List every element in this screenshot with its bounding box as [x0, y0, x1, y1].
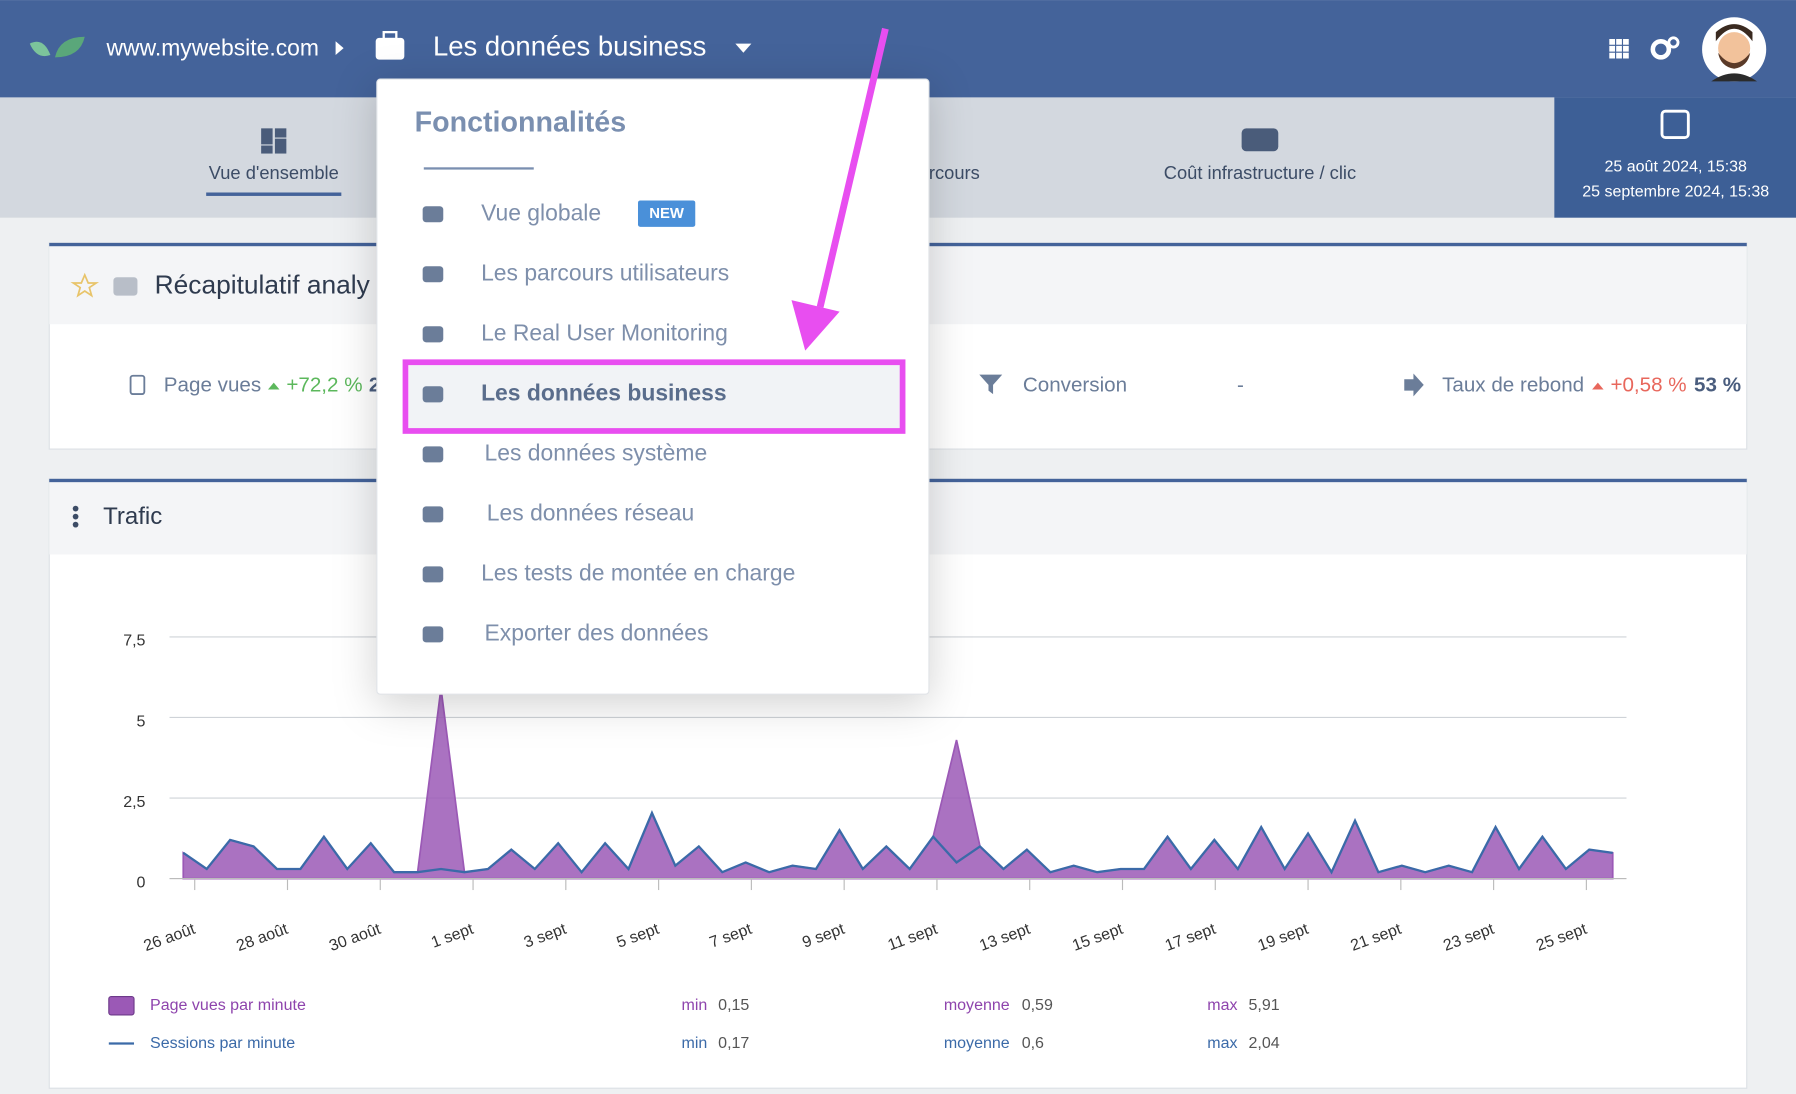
card-menu-icon[interactable] — [72, 505, 79, 528]
menu-icon — [422, 446, 444, 463]
tab[interactable]: rcours — [929, 162, 980, 183]
funnel-icon — [979, 374, 1003, 395]
favorite-star[interactable] — [70, 272, 100, 298]
metric-label: Page vues — [164, 374, 261, 397]
menu-icon — [422, 506, 444, 523]
avatar-face — [1718, 32, 1751, 65]
stat-label: moyenne — [944, 996, 1010, 1014]
menu-icon — [422, 626, 444, 643]
briefcase-icon — [382, 30, 398, 41]
metric-change: +0,58 % — [1610, 374, 1686, 397]
tab[interactable]: Vue d'ensemble — [209, 162, 339, 183]
page-icon — [129, 374, 146, 396]
avatar-shirt — [1711, 73, 1758, 82]
y-tick-label: 0 — [137, 873, 146, 891]
logo — [29, 41, 51, 57]
metric-label: Conversion — [1023, 374, 1127, 397]
stat-label: min — [682, 996, 708, 1014]
metric-value: 2 — [369, 374, 380, 397]
date-picker[interactable] — [1554, 97, 1796, 218]
y-tick-label: 2,5 — [123, 793, 145, 811]
legend-swatch[interactable] — [108, 996, 135, 1016]
stat-label: max — [1207, 1034, 1237, 1052]
menu-item[interactable]: Les données système — [485, 439, 708, 465]
dropdown-title: Fonctionnalités — [415, 106, 627, 138]
metric-value: - — [1237, 374, 1244, 397]
stat-value: 2,04 — [1248, 1034, 1279, 1052]
stat-label: min — [682, 1034, 708, 1052]
section-dropdown[interactable]: Les données business — [433, 30, 706, 61]
menu-item[interactable]: Le Real User Monitoring — [481, 319, 728, 345]
up-arrow — [1592, 382, 1604, 390]
settings-icon[interactable] — [1650, 39, 1672, 60]
legend-label[interactable]: Page vues par minute — [150, 996, 306, 1014]
site-link[interactable]: www.mywebsite.com — [106, 34, 319, 60]
y-tick-label: 5 — [137, 712, 146, 730]
logo — [54, 36, 85, 58]
briefcase-icon — [375, 37, 405, 60]
new-badge-text: NEW — [649, 206, 685, 222]
stat-label: moyenne — [944, 1034, 1010, 1052]
title-underline — [423, 167, 534, 170]
menu-icon — [422, 206, 444, 223]
stat-value: 5,91 — [1248, 996, 1279, 1014]
avatar-hair — [1715, 24, 1753, 42]
menu-icon — [422, 566, 444, 583]
dropdown-caret[interactable] — [735, 43, 752, 53]
menu-item-highlight — [408, 364, 901, 429]
date-end: 25 septembre 2024, 15:38 — [1582, 183, 1769, 201]
stat-value: 0,59 — [1022, 996, 1053, 1014]
exit-icon — [1404, 373, 1424, 397]
annotation-arrow — [816, 27, 889, 308]
stat-value: 0,15 — [718, 996, 749, 1014]
stat-value: 0,6 — [1022, 1034, 1044, 1052]
annotation-box — [402, 359, 906, 434]
avatar-beard — [1718, 52, 1751, 69]
breadcrumb-arrow — [335, 41, 344, 56]
menu-item[interactable]: Les tests de montée en charge — [481, 559, 795, 585]
chart-title: Trafic — [103, 503, 162, 530]
settings-icon[interactable] — [1667, 36, 1680, 49]
features-dropdown: Fonctionnalités Vue globale NEW Les parcou… — [376, 78, 930, 695]
apps-icon[interactable] — [1609, 39, 1629, 59]
card-title: Récapitulatif analy — [155, 269, 371, 299]
menu-item[interactable]: Vue globale — [481, 199, 601, 225]
menu-item[interactable]: Les parcours utilisateurs — [481, 259, 729, 285]
metric-change: +72,2 % — [286, 374, 362, 397]
new-badge — [637, 200, 696, 227]
annotation-arrowhead — [791, 300, 840, 351]
metric-label: Taux de rebond — [1442, 374, 1584, 397]
menu-icon — [422, 266, 444, 283]
y-tick-label: 7,5 — [123, 632, 145, 650]
stat-label: max — [1207, 996, 1237, 1014]
date-start: 25 août 2024, 15:38 — [1604, 158, 1747, 176]
metric-value: 53 % — [1694, 374, 1741, 397]
menu-icon — [422, 386, 444, 403]
dashboard-icon — [261, 128, 287, 154]
menu-icon — [422, 326, 444, 343]
camera-icon[interactable] — [113, 277, 138, 296]
line — [182, 809, 1613, 875]
stat-value: 0,17 — [718, 1034, 749, 1052]
menu-item[interactable]: Les données réseau — [487, 499, 694, 525]
menu-item[interactable]: Les données business — [481, 379, 727, 405]
up-arrow — [268, 382, 280, 390]
menu-item[interactable]: Exporter des données — [485, 619, 709, 645]
calendar-icon — [1660, 109, 1690, 139]
tab[interactable]: Coût infrastructure / clic — [1164, 162, 1356, 183]
legend-label[interactable]: Sessions par minute — [150, 1034, 295, 1052]
active-tab-underline — [206, 192, 342, 196]
server-icon — [1241, 128, 1279, 152]
